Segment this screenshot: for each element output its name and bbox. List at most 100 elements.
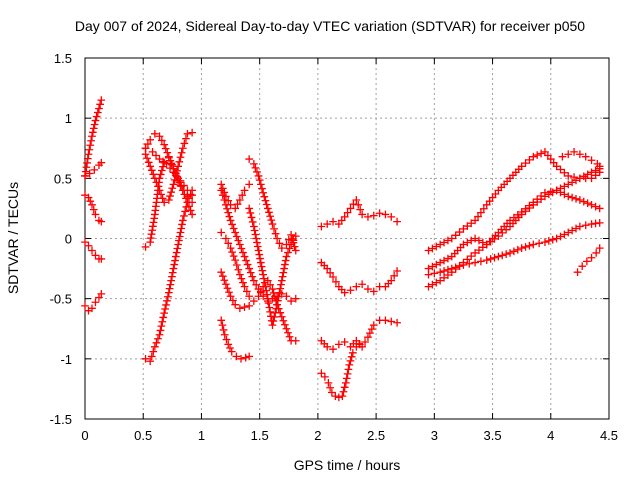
data-point: [329, 273, 337, 281]
data-point: [367, 325, 376, 334]
data-point: [91, 251, 100, 260]
data-point: [237, 354, 245, 363]
data-point: [95, 104, 103, 113]
data-point: [548, 235, 557, 244]
data-point: [444, 265, 452, 274]
data-point: [265, 208, 273, 217]
series-arc-1: [81, 96, 106, 180]
data-point: [572, 224, 580, 233]
data-point: [258, 266, 267, 275]
data-point: [595, 162, 604, 171]
data-point: [180, 139, 189, 148]
data-point: [364, 285, 372, 293]
data-point: [155, 132, 164, 141]
data-point: [242, 256, 250, 265]
data-point: [89, 205, 98, 214]
data-point: [231, 300, 240, 309]
data-point: [258, 184, 266, 193]
data-point: [334, 282, 343, 291]
data-point: [249, 222, 258, 231]
data-point: [156, 326, 165, 335]
data-point: [249, 276, 258, 285]
data-point: [81, 167, 90, 176]
data-point: [334, 393, 343, 402]
data-point: [352, 282, 361, 291]
data-point: [144, 158, 153, 167]
data-point: [268, 220, 277, 228]
data-point: [229, 224, 238, 233]
data-point: [173, 244, 182, 253]
data-point: [317, 222, 326, 231]
series-arc-3: [81, 191, 106, 226]
data-point: [270, 225, 278, 233]
data-point: [444, 254, 452, 263]
data-point: [440, 267, 448, 275]
data-point: [164, 288, 173, 297]
x-tick-label: 1: [198, 428, 205, 443]
data-point: [352, 336, 361, 345]
data-point: [564, 180, 573, 189]
data-point: [340, 383, 349, 392]
data-point: [525, 241, 534, 250]
data-point: [587, 174, 596, 183]
data-point: [432, 260, 441, 269]
data-point: [268, 285, 277, 293]
data-point: [147, 352, 156, 361]
data-point: [160, 198, 169, 207]
data-point: [494, 186, 503, 195]
data-point: [262, 286, 271, 295]
data-point: [236, 304, 244, 313]
data-point: [592, 249, 601, 257]
data-point: [181, 207, 189, 216]
data-point: [170, 260, 179, 269]
data-point: [240, 303, 249, 311]
data-point: [576, 150, 584, 159]
series-arc-25: [424, 219, 604, 279]
data-point: [471, 249, 479, 257]
data-point: [183, 192, 192, 201]
x-tick-label: 2: [314, 428, 321, 443]
data-point: [467, 219, 476, 228]
data-point: [169, 168, 178, 177]
data-point: [155, 330, 164, 339]
data-point: [240, 282, 249, 291]
data-point: [232, 232, 241, 241]
data-point: [172, 248, 181, 257]
data-point: [317, 336, 326, 345]
data-point: [278, 272, 287, 281]
data-point: [494, 232, 503, 240]
data-point: [265, 303, 274, 312]
data-point: [248, 272, 257, 281]
data-point: [343, 370, 352, 378]
data-point: [455, 262, 464, 271]
data-point: [182, 134, 190, 143]
data-point: [340, 338, 349, 346]
data-point: [256, 180, 265, 189]
data-point: [217, 228, 226, 237]
data-point: [393, 267, 401, 275]
chart-title: Day 007 of 2024, Sidereal Day-to-day VTE…: [75, 18, 585, 34]
data-point: [579, 197, 588, 206]
data-point: [324, 379, 333, 387]
data-point: [541, 148, 549, 156]
data-point: [158, 166, 166, 175]
data-point: [428, 244, 437, 253]
data-point: [595, 244, 604, 252]
series-arc-18: [317, 196, 401, 231]
data-point: [238, 191, 247, 200]
data-point: [529, 152, 538, 161]
data-point: [393, 318, 401, 327]
data-point: [332, 277, 340, 286]
data-point: [231, 256, 240, 265]
series-arc-16: [245, 155, 300, 255]
data-point: [444, 236, 452, 245]
data-point: [147, 230, 156, 239]
y-tick-label: 1.5: [54, 51, 72, 66]
data-point: [581, 221, 590, 230]
data-point: [149, 347, 158, 356]
data-point: [471, 234, 479, 243]
data-point: [366, 329, 374, 338]
data-point: [246, 268, 255, 277]
data-point: [471, 216, 479, 225]
data-point: [279, 316, 288, 325]
